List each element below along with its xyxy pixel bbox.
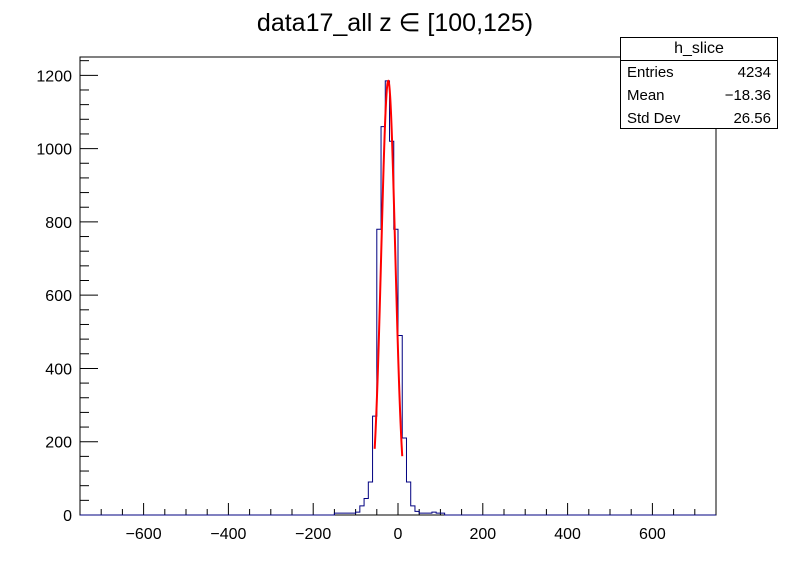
stats-value: −18.36 bbox=[724, 87, 771, 104]
stats-label: Std Dev bbox=[627, 110, 681, 127]
histogram-outline bbox=[80, 80, 716, 516]
stats-label: Mean bbox=[627, 87, 665, 104]
stats-row-entries: Entries 4234 bbox=[621, 61, 777, 84]
x-tick-label: −400 bbox=[210, 526, 246, 543]
x-tick-label: 0 bbox=[394, 526, 403, 543]
y-tick-label: 600 bbox=[45, 288, 72, 305]
x-tick-label: 400 bbox=[554, 526, 581, 543]
stats-value: 26.56 bbox=[733, 110, 771, 127]
stats-title: h_slice bbox=[621, 38, 777, 61]
stats-row-std-dev: Std Dev 26.56 bbox=[621, 107, 777, 130]
stats-label: Entries bbox=[627, 64, 674, 81]
y-tick-label: 400 bbox=[45, 361, 72, 378]
axis-ticks: −600 −400 −200 0 200 400 600 0 200 400 600 800 1000 1… bbox=[36, 60, 696, 543]
stats-box: h_slice Entries 4234 Mean −18.36 Std Dev… bbox=[620, 37, 778, 129]
gaussian-fit-curve bbox=[373, 79, 404, 457]
y-tick-label: 800 bbox=[45, 215, 72, 232]
y-tick-label: 200 bbox=[45, 435, 72, 452]
chart-title: data17_all z ∈ [100,125) bbox=[257, 9, 533, 37]
x-tick-label: 200 bbox=[469, 526, 496, 543]
y-tick-label: 1200 bbox=[36, 68, 72, 85]
x-tick-label: −200 bbox=[295, 526, 331, 543]
stats-row-mean: Mean −18.36 bbox=[621, 84, 777, 107]
x-tick-label: −600 bbox=[126, 526, 162, 543]
x-tick-label: 600 bbox=[639, 526, 666, 543]
y-tick-label: 1000 bbox=[36, 142, 72, 159]
y-tick-label: 0 bbox=[63, 508, 72, 525]
stats-value: 4234 bbox=[737, 64, 771, 81]
